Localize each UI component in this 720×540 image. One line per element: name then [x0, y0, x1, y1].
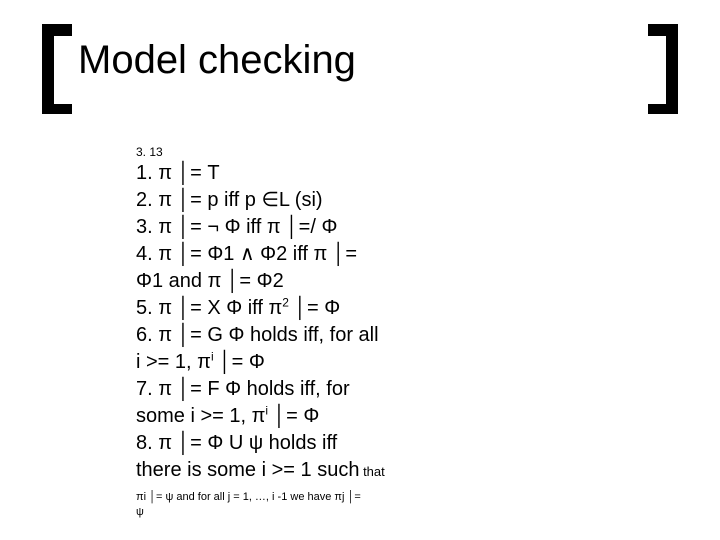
line-2: 2. π │= p iff p ∈L (si) — [136, 189, 323, 211]
line-4a: 4. π │= Φ1 ∧ Φ2 iff π │= — [136, 243, 357, 265]
line-6c: │= Φ — [214, 351, 265, 373]
line-5b: │= Φ — [289, 297, 340, 319]
line-6b: i >= 1, π — [136, 351, 211, 373]
line-7a: 7. π │= F Φ holds iff, for — [136, 378, 350, 400]
definition-number: 3. 13 — [136, 145, 163, 159]
line-3: 3. π │= ¬ Φ iff π │=/ Φ — [136, 216, 337, 238]
body-text: 1. π │= T 2. π │= p iff p ∈L (si) 3. π │… — [136, 160, 451, 484]
fn-3: │= — [344, 491, 360, 503]
fn-2: │= ψ and for all j = 1, …, i -1 we have … — [146, 491, 342, 503]
line-4b: Φ1 and π │= Φ2 — [136, 270, 284, 292]
fn-1: π — [136, 491, 144, 503]
slide-title: Model checking — [78, 38, 356, 83]
right-bracket-bottom — [648, 104, 678, 114]
line-7b: some i >= 1, π — [136, 405, 265, 427]
left-bracket-vertical — [42, 24, 54, 114]
slide: Model checking 3. 13 1. π │= T 2. π │= p… — [0, 0, 720, 540]
footnote: πi │= ψ and for all j = 1, …, i -1 we ha… — [136, 490, 451, 520]
line-5a: 5. π │= X Φ iff π — [136, 297, 282, 319]
line-5-sup: 2 — [282, 295, 289, 309]
left-bracket-bottom — [42, 104, 72, 114]
line-6a: 6. π │= G Φ holds iff, for all — [136, 324, 379, 346]
right-bracket-vertical — [666, 24, 678, 114]
line-7c: │= Φ — [268, 405, 319, 427]
line-8a: 8. π │= Φ U ψ holds iff — [136, 432, 337, 454]
fn-4: ψ — [136, 506, 144, 518]
line-8-that: that — [359, 464, 384, 479]
line-1: 1. π │= T — [136, 162, 220, 184]
line-8b: there is some i >= 1 such — [136, 459, 359, 481]
